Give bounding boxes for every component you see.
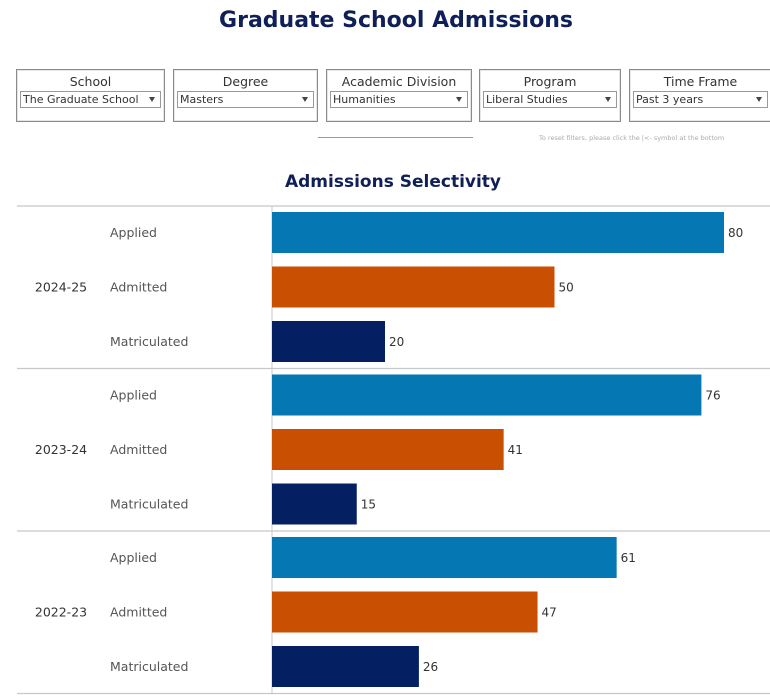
category-label-admitted: Admitted — [110, 280, 167, 295]
filter-degree-label: Degree — [222, 74, 269, 89]
value-label-2024-25-admitted: 50 — [559, 281, 574, 295]
chevron-down-icon — [605, 97, 611, 102]
year-label-2022-23: 2022-23 — [35, 604, 87, 619]
filter-program: Program Liberal Studies — [479, 69, 621, 122]
filter-time-frame: Time Frame Past 3 years — [629, 69, 770, 122]
chevron-down-icon — [302, 97, 308, 102]
program-select[interactable]: Liberal Studies — [483, 91, 617, 108]
chevron-down-icon — [756, 97, 762, 102]
chevron-down-icon — [456, 97, 462, 102]
filter-academic-division-label: Academic Division — [341, 74, 457, 89]
bar-2022-23-admitted — [272, 591, 538, 633]
school-select[interactable]: The Graduate School — [20, 91, 161, 108]
value-label-2022-23-applied: 61 — [621, 551, 636, 565]
value-label-2024-25-matriculated: 20 — [389, 335, 404, 349]
category-label-admitted: Admitted — [110, 605, 167, 620]
category-label-matriculated: Matriculated — [110, 334, 188, 349]
bar-2024-25-applied — [272, 212, 724, 253]
value-label-2022-23-matriculated: 26 — [423, 660, 438, 674]
value-label-2024-25-applied: 80 — [728, 226, 743, 240]
category-label-applied: Applied — [110, 225, 157, 240]
degree-select[interactable]: Masters — [177, 91, 314, 108]
value-label-2022-23-admitted: 47 — [542, 606, 557, 620]
filter-academic-division: Academic Division Humanities — [326, 69, 472, 122]
filter-school-label: School — [69, 74, 112, 89]
academic-division-select[interactable]: Humanities — [330, 91, 468, 108]
category-label-admitted: Admitted — [110, 442, 167, 457]
chevron-down-icon — [149, 97, 155, 102]
bar-2024-25-admitted — [272, 266, 555, 308]
filter-separator — [318, 137, 473, 138]
filter-school: School The Graduate School — [16, 69, 165, 122]
time-frame-select-value: Past 3 years — [636, 93, 704, 106]
reset-filters-note: To reset filters, please click the |<- s… — [539, 134, 725, 142]
academic-division-select-value: Humanities — [333, 93, 396, 106]
degree-select-value: Masters — [180, 93, 224, 106]
category-label-matriculated: Matriculated — [110, 497, 188, 512]
filter-degree: Degree Masters — [173, 69, 318, 122]
program-select-value: Liberal Studies — [486, 93, 568, 106]
bar-2024-25-matriculated — [272, 321, 385, 362]
time-frame-select[interactable]: Past 3 years — [633, 91, 768, 108]
category-label-applied: Applied — [110, 550, 157, 565]
bar-2022-23-applied — [272, 537, 617, 578]
chart-title: Admissions Selectivity — [284, 172, 502, 192]
value-label-2023-24-matriculated: 15 — [361, 498, 376, 512]
filter-time-frame-label: Time Frame — [663, 74, 738, 89]
bar-2023-24-applied — [272, 374, 702, 416]
value-label-2023-24-applied: 76 — [705, 389, 720, 403]
category-label-matriculated: Matriculated — [110, 659, 188, 674]
page-title: Graduate School Admissions — [219, 8, 573, 33]
bar-2023-24-matriculated — [272, 483, 357, 525]
bar-2023-24-admitted — [272, 429, 504, 470]
bar-2022-23-matriculated — [272, 646, 419, 687]
value-label-2023-24-admitted: 41 — [508, 443, 523, 457]
year-label-2023-24: 2023-24 — [35, 442, 87, 457]
filter-program-label: Program — [523, 74, 577, 89]
year-label-2024-25: 2024-25 — [35, 279, 87, 294]
category-label-applied: Applied — [110, 388, 157, 403]
school-select-value: The Graduate School — [23, 93, 139, 106]
